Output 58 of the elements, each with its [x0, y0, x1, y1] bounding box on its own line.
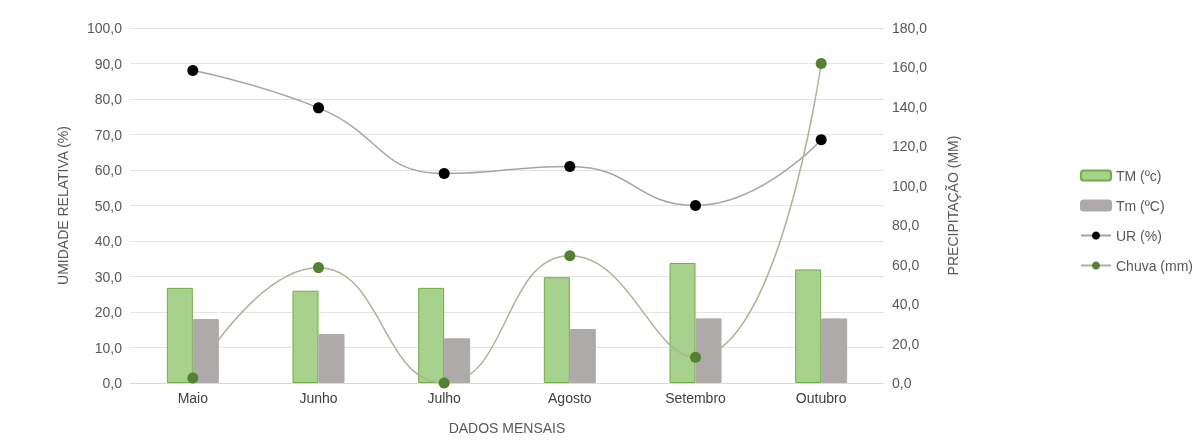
point [815, 134, 827, 146]
bar [569, 329, 596, 383]
point [690, 351, 701, 363]
y-tick-label: 90,0 [94, 55, 123, 72]
y2-axis-title: PRECIPITAÇÃO (MM) [945, 135, 961, 276]
bar [669, 263, 696, 383]
point [564, 160, 576, 172]
legend-label: Chuva (mm) [1115, 257, 1194, 274]
y2-tick-label: 160,0 [892, 59, 928, 76]
y-tick-label: 30,0 [94, 268, 123, 285]
bar [444, 338, 471, 383]
point [564, 250, 576, 262]
bar [695, 318, 722, 383]
bar [166, 287, 193, 383]
point [187, 65, 199, 77]
y2-tick-label: 100,0 [892, 177, 928, 194]
bar [418, 287, 445, 383]
y-tick-label: 70,0 [94, 126, 123, 143]
y2-tick-label: 80,0 [892, 217, 920, 234]
y-axis-title: UMIDADE RELATIVA (%) [55, 126, 71, 285]
point [690, 200, 701, 211]
y-tick-label: 80,0 [94, 91, 123, 107]
y-tick-label: 10,0 [94, 339, 123, 356]
x-tick-label: Junho [299, 390, 338, 406]
bar [821, 318, 848, 383]
y2-tick-label: 140,0 [892, 98, 928, 115]
x-tick-label: Outubro [795, 390, 847, 406]
y-tick-label: 40,0 [94, 233, 123, 249]
y2-tick-label: 20,0 [892, 335, 920, 352]
bar [318, 334, 345, 383]
point [313, 102, 324, 114]
x-tick-label: Julho [427, 390, 462, 406]
point [815, 58, 827, 69]
legend-label: Tm (ºC) [1115, 197, 1165, 214]
bar [543, 277, 570, 383]
y2-tick-label: 180,0 [892, 20, 928, 36]
point [313, 262, 324, 274]
x-tick-label: Maio [177, 390, 209, 406]
y2-tick-label: 40,0 [892, 296, 920, 313]
x-tick-label: Agosto [548, 390, 592, 406]
y2-tick-label: 60,0 [892, 256, 920, 273]
bar [795, 269, 822, 383]
point [438, 168, 450, 180]
bar [192, 319, 219, 383]
bar [292, 290, 319, 383]
x-tick-label: Setembro [665, 390, 727, 406]
y-tick-label: 50,0 [94, 197, 123, 214]
legend-label: TM (ºc) [1115, 167, 1162, 184]
point [187, 372, 199, 384]
y-tick-label: 0,0 [102, 375, 123, 391]
point [438, 377, 450, 389]
legend-label: UR (%) [1115, 227, 1162, 244]
y-tick-label: 60,0 [94, 162, 123, 178]
x-axis-title: DADOS MENSAIS [448, 420, 566, 436]
y-tick-label: 100,0 [86, 20, 123, 36]
y2-tick-label: 120,0 [892, 138, 928, 155]
y2-tick-label: 0,0 [892, 375, 912, 391]
y-tick-label: 20,0 [94, 304, 123, 320]
